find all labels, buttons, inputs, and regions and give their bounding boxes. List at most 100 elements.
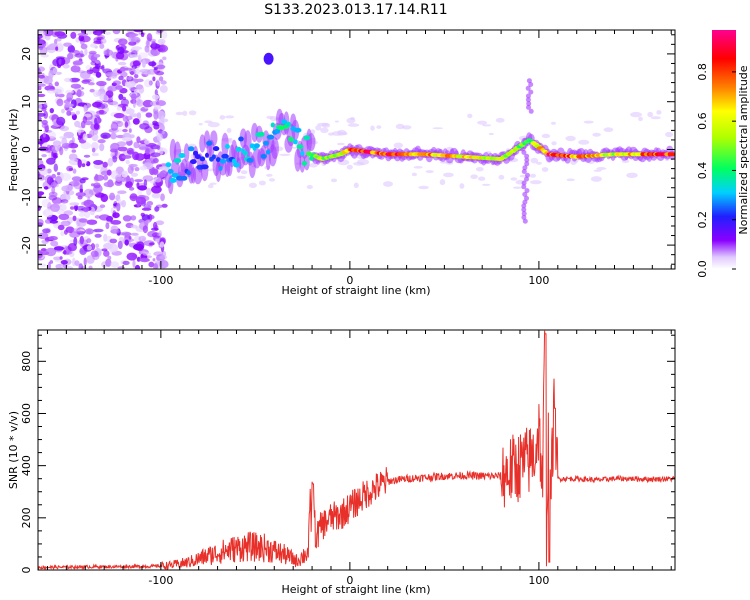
- noise-blob: [134, 167, 140, 172]
- streak-blob: [521, 203, 527, 209]
- noise-blob: [84, 48, 88, 56]
- noise-blob: [129, 193, 138, 202]
- noise-blob: [128, 163, 138, 168]
- noise-blob: [72, 215, 77, 222]
- noise-blob: [161, 30, 168, 39]
- noise-blob: [53, 163, 58, 172]
- ridge-core: [181, 175, 188, 181]
- noise-blob: [109, 192, 116, 201]
- faint-blob: [590, 176, 603, 182]
- faint-blob: [175, 111, 184, 116]
- noise-blob: [51, 186, 56, 195]
- noise-blob: [54, 31, 66, 37]
- noise-blob: [116, 106, 122, 111]
- noise-blob: [77, 128, 81, 136]
- noise-blob: [74, 53, 85, 58]
- noise-blob: [86, 245, 92, 251]
- faint-blob: [459, 183, 465, 189]
- noise-blob: [69, 202, 80, 206]
- noise-blob: [98, 109, 105, 115]
- noise-blob: [117, 240, 123, 250]
- faint-blob: [219, 115, 226, 120]
- noise-blob: [83, 104, 87, 113]
- noise-blob: [96, 80, 107, 87]
- noise-blob: [79, 235, 85, 245]
- signal-ridge: [164, 52, 675, 224]
- noise-blob: [139, 123, 150, 130]
- noise-blob: [101, 248, 108, 252]
- noise-blob: [80, 43, 88, 50]
- noise-blob: [73, 237, 78, 246]
- faint-blob: [467, 113, 473, 119]
- noise-blob: [158, 76, 164, 82]
- noise-blob: [74, 260, 80, 266]
- faint-blob: [207, 122, 220, 128]
- noise-blob: [130, 93, 137, 101]
- faint-blob: [225, 115, 235, 119]
- ridge-core: [253, 143, 260, 149]
- noise-blob: [103, 94, 108, 102]
- ridge-core: [212, 146, 220, 152]
- faint-blob: [482, 124, 492, 127]
- noise-blob: [145, 219, 152, 223]
- noise-blob: [105, 258, 112, 267]
- noise-blob: [145, 39, 151, 48]
- noise-blob: [94, 215, 101, 219]
- faint-blob: [470, 174, 478, 179]
- noise-blob: [135, 78, 144, 83]
- streak-blob: [524, 153, 530, 159]
- noise-blob: [140, 32, 145, 37]
- y-tick-label: 20: [20, 47, 33, 61]
- noise-blob: [146, 40, 150, 46]
- noise-blob: [38, 112, 46, 117]
- faint-blob: [395, 123, 405, 130]
- noise-blob: [139, 257, 150, 263]
- noise-blob: [41, 106, 47, 112]
- noise-blob: [79, 71, 91, 79]
- noise-blob: [115, 85, 123, 90]
- noise-blob: [49, 219, 59, 224]
- noise-blob: [63, 99, 71, 105]
- noise-blob: [44, 124, 49, 131]
- noise-blob: [60, 260, 68, 265]
- faint-blob: [541, 167, 549, 172]
- streak-blob: [525, 85, 531, 91]
- colorbar-tick-label: 0.8: [696, 63, 709, 81]
- ridge-core: [169, 178, 177, 183]
- noise-blob: [119, 66, 126, 72]
- noise-blob: [51, 173, 56, 179]
- noise-blob: [112, 30, 121, 35]
- noise-blob: [135, 68, 140, 75]
- ridge-core: [215, 157, 221, 163]
- noise-blob: [64, 77, 73, 83]
- noise-blob: [86, 219, 98, 225]
- streak-blob: [522, 165, 528, 171]
- noise-blob: [128, 236, 132, 240]
- faint-blob: [310, 129, 316, 135]
- noise-blob: [151, 227, 159, 231]
- faint-blob: [566, 178, 575, 182]
- noise-blob: [146, 187, 152, 196]
- noise-blob: [68, 167, 73, 171]
- noise-blob: [143, 179, 148, 188]
- streak-blob: [528, 108, 534, 114]
- faint-blob: [331, 178, 337, 183]
- faint-blob: [665, 131, 674, 138]
- noise-blob: [128, 33, 139, 37]
- streak-blob: [521, 180, 527, 186]
- noise-blob: [154, 177, 162, 183]
- noise-blob: [122, 115, 129, 122]
- faint-blob: [432, 127, 444, 130]
- faint-blob: [495, 117, 505, 123]
- ridge-core: [296, 144, 304, 150]
- noise-blob: [75, 110, 80, 115]
- noise-blob: [55, 46, 59, 51]
- noise-blob: [76, 89, 82, 98]
- noise-blob: [151, 40, 157, 48]
- faint-blob: [370, 125, 375, 131]
- noise-blob: [132, 118, 140, 125]
- faint-blob: [278, 153, 291, 156]
- faint-blob: [551, 141, 557, 146]
- noise-blob: [152, 94, 160, 100]
- ridge-core: [243, 150, 248, 156]
